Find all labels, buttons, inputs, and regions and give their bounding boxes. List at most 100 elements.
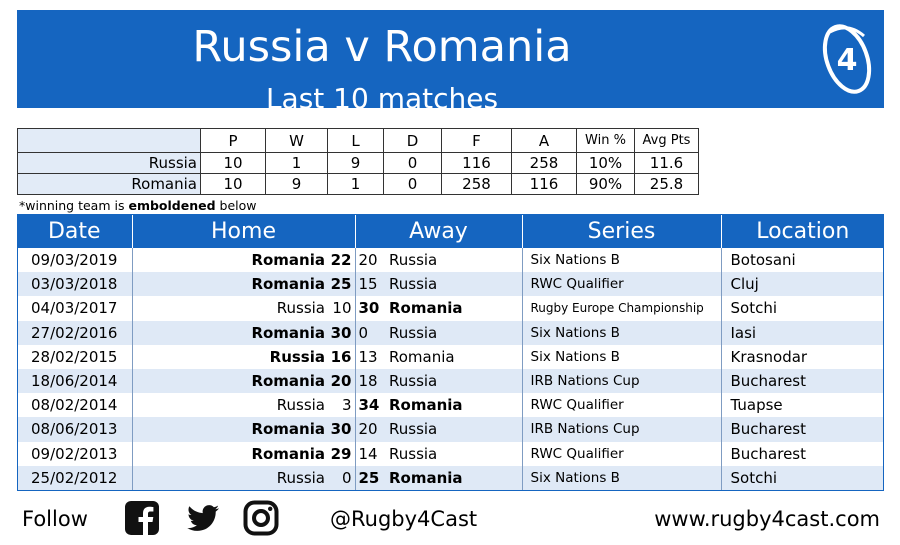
away-score: 25	[355, 465, 385, 490]
instagram-icon[interactable]	[243, 500, 279, 536]
header-date: Date	[17, 214, 133, 248]
series-name: Rugby Europe Championship	[522, 296, 722, 321]
header-avg-pts: Avg Pts	[634, 128, 699, 153]
note-prefix: *winning team is	[19, 198, 129, 213]
location: Krasnodar	[730, 347, 808, 366]
website-link[interactable]: www.rugby4cast.com	[654, 507, 880, 531]
stat-w: 1	[265, 152, 328, 174]
team-name: Russia	[17, 152, 201, 174]
matches-table: Date Home Away Series Location 09/03/201…	[17, 214, 884, 490]
location: Cluj	[721, 272, 884, 297]
location: Bucharest	[721, 368, 884, 394]
home-score: 3	[325, 393, 356, 418]
location: Botosani	[730, 251, 796, 270]
twitter-handle[interactable]: @Rugby4Cast	[330, 507, 478, 531]
home-team: Romania	[132, 417, 325, 442]
header-p: P	[200, 128, 266, 153]
summary-corner	[17, 128, 201, 153]
match-row: 18/06/2014 Romania 20 18 Russia IRB Nations C…	[17, 368, 884, 394]
header-w: W	[265, 128, 328, 153]
series-name: RWC Qualifier	[522, 393, 722, 418]
page-subtitle: Last 10 matches	[265, 82, 499, 115]
away-score: 20	[355, 417, 385, 442]
title-banner: Russia v Romania Last 10 matches 4	[17, 10, 884, 114]
home-team: Romania	[132, 272, 325, 297]
match-date: 09/02/2013	[17, 441, 133, 466]
page-title: Russia v Romania	[192, 22, 572, 72]
match-row: 28/02/2015 Russia 16 13 Romania Six Nations B…	[17, 344, 884, 369]
series-name: Six Nations B	[522, 465, 722, 490]
stat-a: 116	[511, 173, 577, 195]
away-team: Russia	[385, 320, 523, 345]
match-date: 08/06/2013	[17, 417, 133, 442]
matches-header-row: Date Home Away Series Location	[17, 214, 884, 248]
stat-a: 258	[511, 152, 577, 174]
summary-row: Russia 10 1 9 0 116 258 10% 11.6	[17, 152, 699, 174]
away-score: 20	[358, 251, 378, 270]
away-score: 18	[355, 368, 385, 394]
home-score: 30	[325, 320, 356, 345]
match-date: 09/03/2019	[17, 248, 133, 273]
match-row: 04/03/2017 Russia 10 30 Romania Rugby Europe …	[17, 296, 884, 321]
away-team: Russia	[385, 441, 523, 466]
stat-f: 116	[441, 152, 512, 174]
match-date: 03/03/2018	[17, 272, 133, 297]
facebook-icon[interactable]	[124, 500, 160, 536]
away-team: Russia	[385, 248, 523, 273]
home-team: Russia	[132, 465, 325, 490]
match-date: 28/02/2015	[17, 344, 133, 369]
stat-l: 9	[327, 152, 384, 174]
summary-header-row: P W L D F A Win % Avg Pts	[17, 128, 699, 153]
summary-table: P W L D F A Win % Avg Pts Russia 10 1 9 …	[17, 128, 699, 195]
stat-avg-pts: 11.6	[634, 152, 699, 174]
home-team: Russia	[269, 347, 325, 366]
stat-l: 1	[327, 173, 384, 195]
header-d: D	[383, 128, 442, 153]
away-score: 0	[355, 320, 385, 345]
location: Iasi	[721, 320, 884, 345]
home-score: 10	[325, 296, 356, 321]
header-f: F	[441, 128, 512, 153]
rugby4cast-logo-icon: 4	[822, 24, 872, 94]
location: Bucharest	[721, 417, 884, 442]
home-score: 30	[325, 417, 356, 442]
footer: Follow @Rugby4Cast www.rugby4cast.com	[0, 495, 900, 545]
stat-p: 10	[200, 173, 266, 195]
series-name: RWC Qualifier	[522, 272, 722, 297]
header-win-pct: Win %	[576, 128, 635, 153]
match-row: 08/02/2014 Russia 3 34 Romania RWC Qualifier T…	[17, 393, 884, 418]
match-row: 09/03/2019 Romania 22 20 Russia Six Nations B…	[17, 248, 884, 273]
header-series: Series	[522, 214, 722, 248]
twitter-icon[interactable]	[185, 500, 221, 536]
away-team: Romania	[385, 296, 523, 321]
match-date: 25/02/2012	[17, 465, 133, 490]
match-date: 27/02/2016	[17, 320, 133, 345]
home-score: 20	[325, 368, 356, 394]
series-name: Six Nations B	[522, 248, 722, 273]
home-team: Romania	[251, 444, 325, 463]
location: Tuapse	[730, 396, 783, 415]
location: Bucharest	[730, 444, 807, 463]
away-team: Russia	[385, 417, 523, 442]
series-name: Six Nations B	[522, 320, 722, 345]
header-home: Home	[132, 214, 356, 248]
home-score: 25	[325, 272, 356, 297]
home-team: Russia	[276, 396, 325, 415]
header-l: L	[327, 128, 384, 153]
stat-d: 0	[383, 173, 442, 195]
winner-note: *winning team is emboldened below	[19, 198, 257, 213]
stat-f: 258	[441, 173, 512, 195]
summary-row: Romania 10 9 1 0 258 116 90% 25.8	[17, 173, 699, 195]
logo-text: 4	[837, 43, 858, 78]
team-name: Romania	[17, 173, 201, 195]
away-team: Romania	[385, 465, 523, 490]
match-date: 18/06/2014	[17, 368, 133, 394]
match-date: 04/03/2017	[17, 296, 133, 321]
location: Sotchi	[730, 299, 778, 318]
home-score: 22	[325, 248, 356, 273]
series-name: IRB Nations Cup	[522, 417, 722, 442]
header-away: Away	[355, 214, 523, 248]
away-score: 13	[358, 347, 378, 366]
